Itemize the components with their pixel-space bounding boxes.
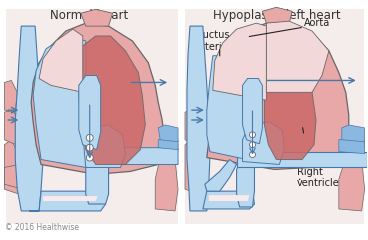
Polygon shape xyxy=(4,80,17,112)
Polygon shape xyxy=(158,138,178,150)
Polygon shape xyxy=(185,9,364,224)
Polygon shape xyxy=(209,195,250,201)
Text: Normal heart: Normal heart xyxy=(50,9,128,22)
Text: Right
ventricle: Right ventricle xyxy=(297,167,340,188)
Polygon shape xyxy=(266,21,329,92)
Circle shape xyxy=(250,142,255,148)
Text: Left
ventricle: Left ventricle xyxy=(304,121,347,143)
Polygon shape xyxy=(33,36,86,168)
Polygon shape xyxy=(205,160,237,191)
Polygon shape xyxy=(342,130,365,162)
Circle shape xyxy=(86,134,93,141)
Polygon shape xyxy=(4,140,23,194)
Polygon shape xyxy=(339,158,365,211)
Polygon shape xyxy=(84,125,125,168)
Circle shape xyxy=(250,152,255,158)
Polygon shape xyxy=(243,122,284,164)
Circle shape xyxy=(86,144,93,151)
Text: © 2016 Healthwise: © 2016 Healthwise xyxy=(6,223,79,232)
Polygon shape xyxy=(213,23,266,100)
Polygon shape xyxy=(31,23,165,174)
Polygon shape xyxy=(207,23,349,169)
Circle shape xyxy=(250,132,255,138)
Polygon shape xyxy=(155,158,178,211)
Polygon shape xyxy=(237,163,254,207)
Polygon shape xyxy=(4,164,26,189)
Polygon shape xyxy=(39,29,83,92)
Text: Hypoplastic left heart: Hypoplastic left heart xyxy=(213,9,341,22)
Polygon shape xyxy=(79,76,100,150)
Polygon shape xyxy=(207,56,259,162)
Polygon shape xyxy=(237,152,367,168)
Polygon shape xyxy=(15,26,43,211)
Text: Ductus
arteriosus: Ductus arteriosus xyxy=(195,30,244,52)
Polygon shape xyxy=(4,110,19,145)
Polygon shape xyxy=(185,110,200,145)
Polygon shape xyxy=(81,9,113,26)
Polygon shape xyxy=(79,36,145,164)
Polygon shape xyxy=(43,196,98,201)
Circle shape xyxy=(86,154,93,161)
Polygon shape xyxy=(6,9,178,224)
Polygon shape xyxy=(264,63,316,160)
Polygon shape xyxy=(158,130,178,162)
Text: Aorta: Aorta xyxy=(304,18,330,28)
Polygon shape xyxy=(29,191,106,211)
Polygon shape xyxy=(185,140,203,194)
Polygon shape xyxy=(342,125,365,142)
Polygon shape xyxy=(86,160,109,204)
Polygon shape xyxy=(158,125,178,142)
Polygon shape xyxy=(262,7,292,23)
Polygon shape xyxy=(339,138,365,154)
Polygon shape xyxy=(243,78,262,144)
Polygon shape xyxy=(187,26,210,211)
Polygon shape xyxy=(109,148,178,164)
Polygon shape xyxy=(203,191,254,209)
